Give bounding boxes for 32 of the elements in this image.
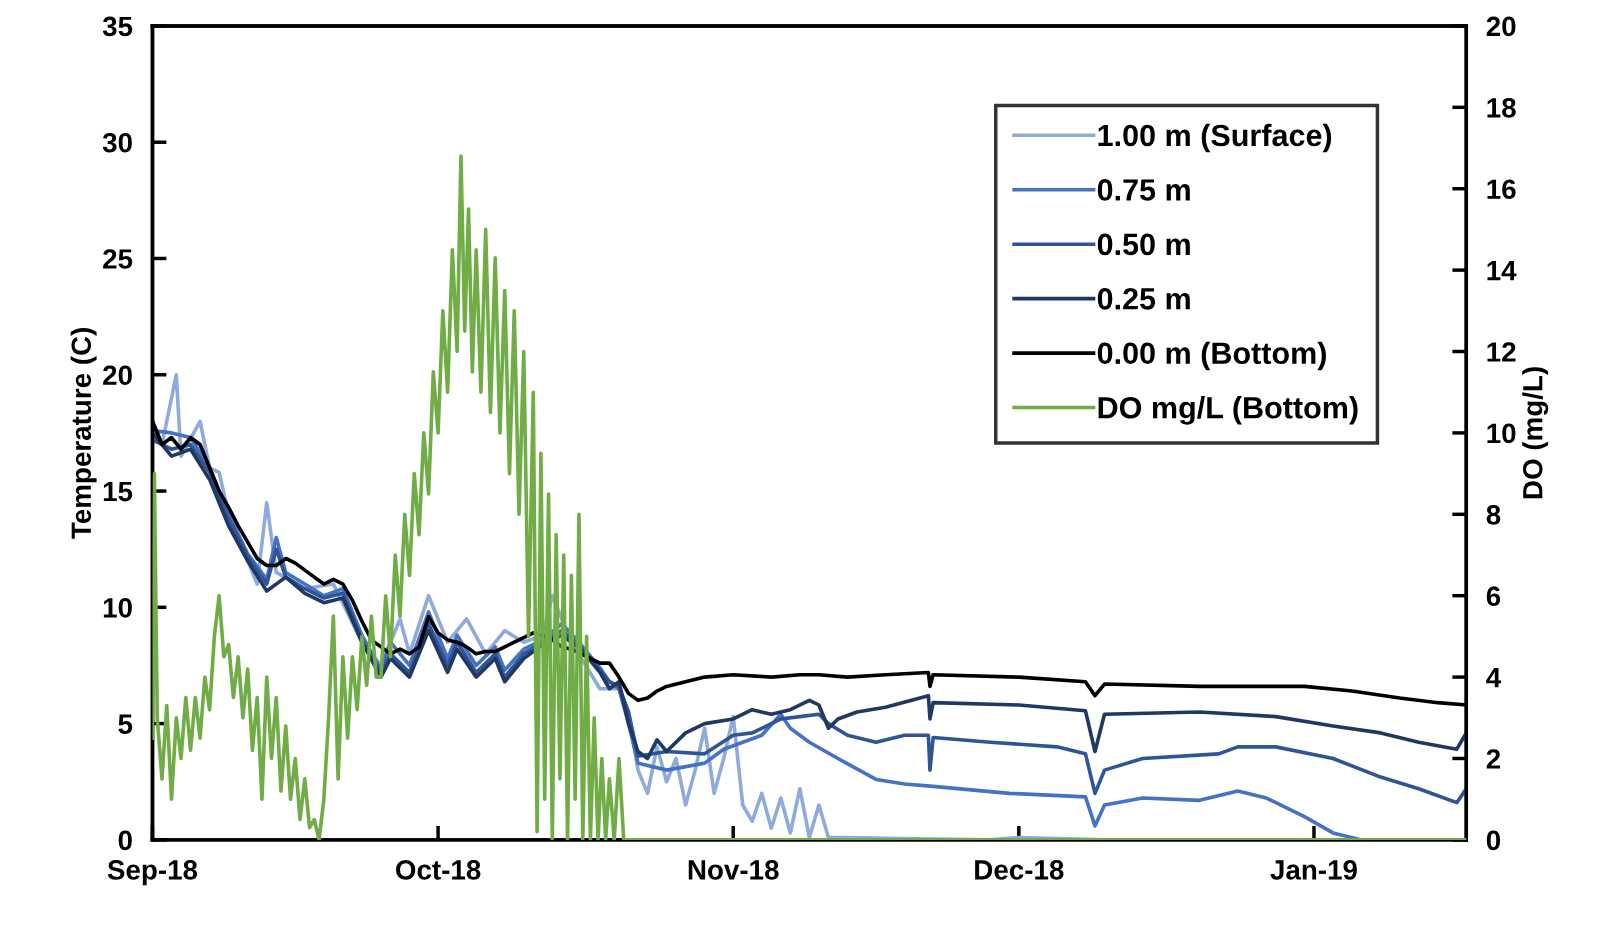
legend-label: 0.00 m (Bottom) bbox=[1097, 341, 1326, 371]
legend-label: 0.25 m bbox=[1097, 288, 1190, 310]
legend-label: 0.50 m bbox=[1097, 233, 1190, 256]
y2-tick-label: 20 bbox=[1486, 16, 1516, 37]
x-tick-label: Jan-19 bbox=[1270, 860, 1357, 880]
y-tick-label: 25 bbox=[103, 249, 133, 269]
y2-tick-label: 6 bbox=[1486, 586, 1501, 607]
legend-label: 0.75 m bbox=[1097, 179, 1190, 201]
y2-tick-label: 8 bbox=[1486, 504, 1501, 525]
y-tick-label: 30 bbox=[102, 132, 132, 153]
y2-tick-label: 0 bbox=[1486, 830, 1501, 851]
y2-tick-label: 14 bbox=[1487, 261, 1517, 281]
y-axis-title: Temperature (C) bbox=[70, 328, 97, 539]
legend-label: 1.00 m (Surface) bbox=[1098, 123, 1332, 153]
y-tick-label: 35 bbox=[102, 16, 133, 37]
y2-tick-label: 16 bbox=[1487, 179, 1516, 200]
y2-tick-label: 18 bbox=[1487, 97, 1516, 118]
legend-label: DO mg/L (Bottom) bbox=[1098, 396, 1358, 425]
y2-tick-label: 2 bbox=[1486, 749, 1501, 769]
x-tick-label: Nov-18 bbox=[688, 860, 779, 880]
y-tick-label: 20 bbox=[103, 365, 132, 386]
x-tick-label: Oct-18 bbox=[396, 860, 481, 880]
y-tick-label: 15 bbox=[103, 482, 133, 502]
y2-tick-label: 12 bbox=[1487, 342, 1516, 362]
y-tick-label: 5 bbox=[118, 714, 133, 734]
y2-tick-label: 4 bbox=[1486, 668, 1502, 688]
y2-axis-title: DO (mg/L) bbox=[1522, 367, 1549, 499]
y-tick-label: 0 bbox=[118, 830, 132, 851]
y-tick-label: 10 bbox=[103, 597, 132, 618]
x-tick-label: Dec-18 bbox=[975, 860, 1064, 880]
x-tick-label: Sep-18 bbox=[107, 860, 198, 886]
y2-tick-label: 10 bbox=[1487, 423, 1516, 444]
